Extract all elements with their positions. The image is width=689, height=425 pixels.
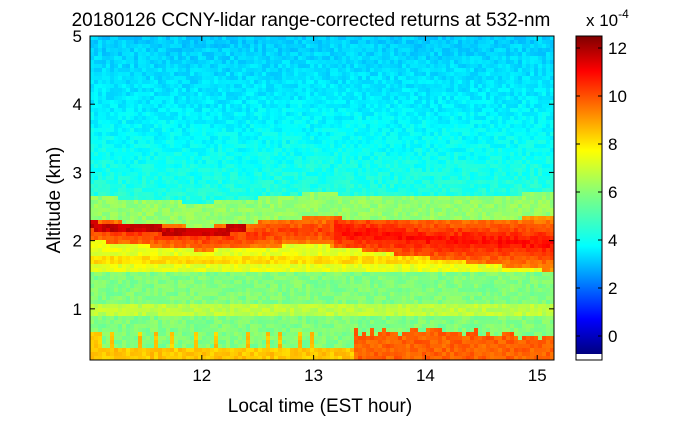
x-tick-label: 15	[528, 366, 547, 385]
x-tick-label: 12	[192, 366, 211, 385]
heatmap-area	[90, 36, 555, 361]
colorbar-tick-label: 12	[608, 39, 627, 58]
y-tick-label: 3	[73, 163, 82, 182]
y-axis-label: Altitude (km)	[44, 147, 65, 254]
x-tick-label: 13	[304, 366, 323, 385]
x-axis-label: Local time (EST hour)	[228, 396, 412, 417]
colorbar-tick-label: 2	[608, 279, 617, 298]
colorbar-tick-label: 8	[608, 135, 617, 154]
colorbar-multiplier: x 10-4	[586, 7, 629, 30]
chart-title: 20180126 CCNY-lidar range-corrected retu…	[72, 10, 551, 31]
colorbar-tick-label: 10	[608, 87, 627, 106]
y-tick-label: 1	[73, 300, 82, 319]
x-tick-label: 14	[416, 366, 435, 385]
colorbar-tick-label: 0	[608, 327, 617, 346]
colorbar-exponent: -4	[618, 7, 629, 21]
colorbar-tick-label: 6	[608, 183, 617, 202]
colorbar-multiplier-base: x 10	[586, 11, 618, 30]
colorbar-tick-label: 4	[608, 231, 617, 250]
colorbar	[576, 36, 602, 354]
y-tick-label: 2	[73, 232, 82, 251]
y-tick-label: 4	[73, 95, 82, 114]
